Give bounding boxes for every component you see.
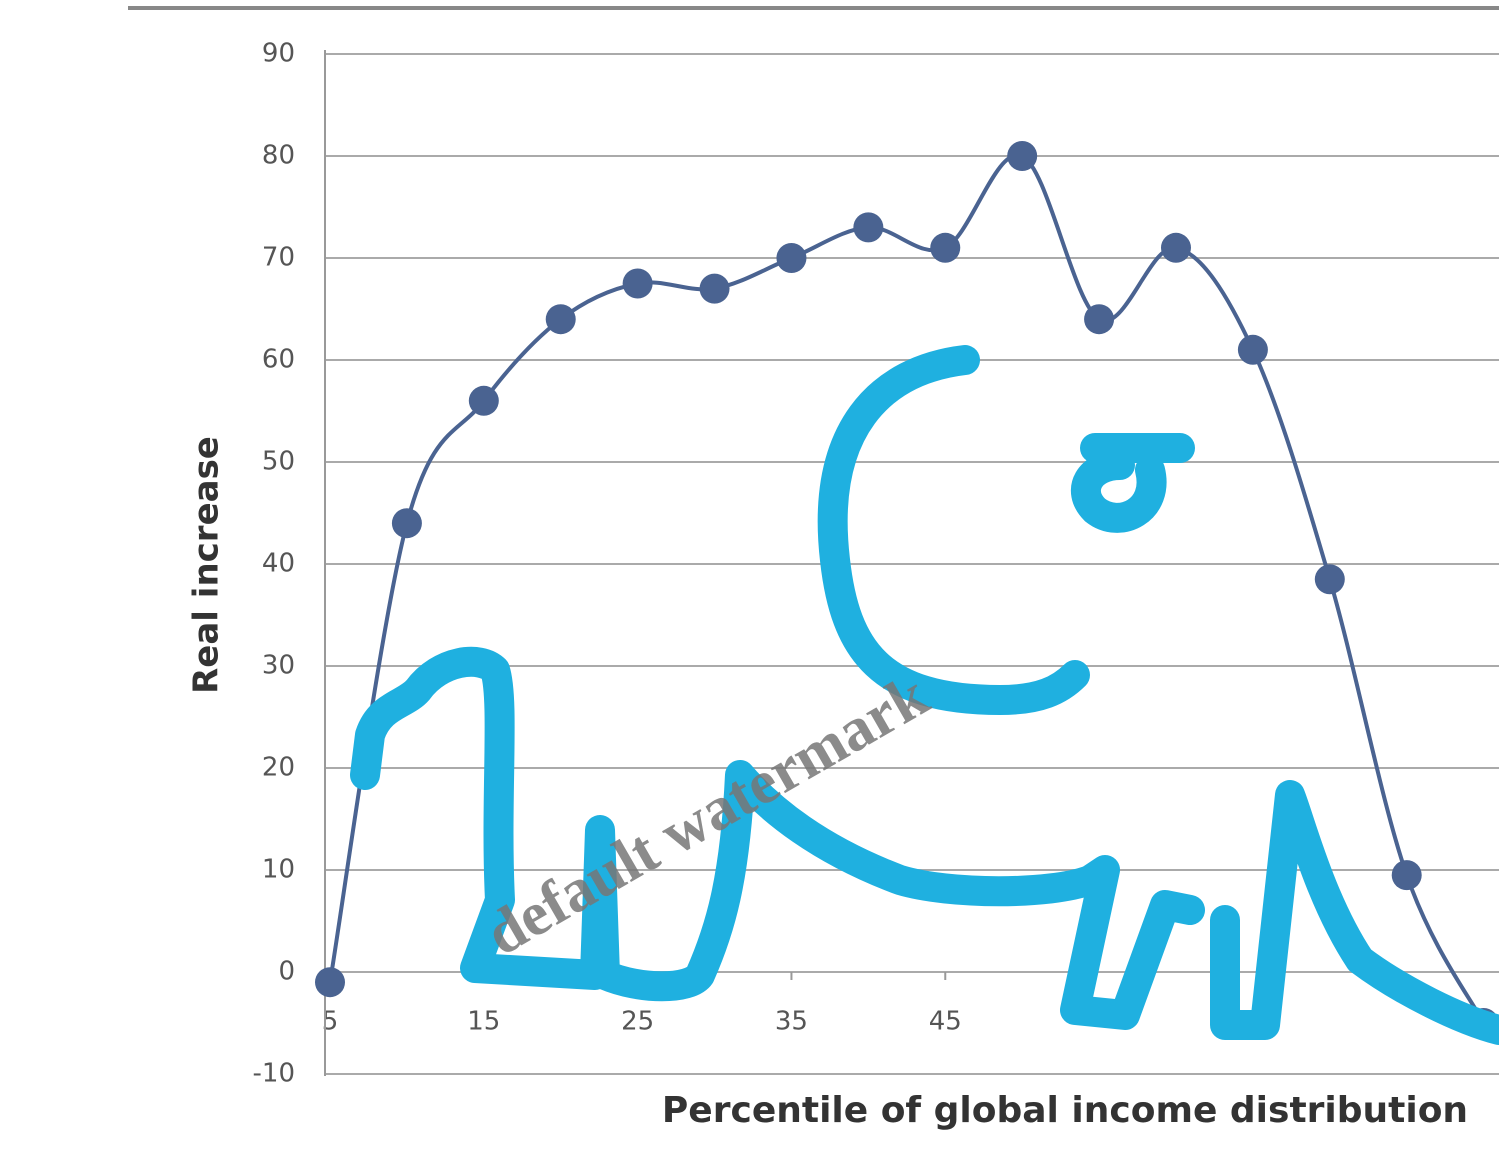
x-axis-label: Percentile of global income distribution — [662, 1090, 1468, 1131]
data-point — [391, 508, 422, 539]
y-tick-label: 40 — [262, 549, 295, 579]
y-tick-label: 80 — [262, 141, 295, 171]
y-tick-label: 70 — [262, 243, 295, 273]
x-tick-label: 45 — [929, 1007, 962, 1037]
y-tick-label: 60 — [262, 345, 295, 375]
data-point — [1237, 334, 1268, 365]
x-tick-label: 25 — [621, 1007, 654, 1037]
data-point — [1391, 860, 1422, 891]
y-tick-label: 10 — [262, 855, 295, 885]
data-point — [468, 385, 499, 416]
y-tick-label: 50 — [262, 447, 295, 477]
data-point — [1314, 564, 1345, 595]
doodle-body — [350, 646, 1205, 1030]
elephant-doodle — [350, 345, 1499, 1045]
y-tick-label: 90 — [262, 39, 295, 69]
x-tick-label: 35 — [775, 1007, 808, 1037]
data-point — [853, 212, 884, 243]
doodle-eye — [1070, 433, 1195, 533]
data-point — [622, 268, 653, 299]
data-point — [776, 243, 807, 273]
plot-area — [315, 141, 1499, 1038]
y-tick-label: 0 — [278, 957, 295, 987]
data-point — [545, 304, 576, 335]
data-point — [930, 232, 961, 263]
x-tick-label: 15 — [467, 1007, 500, 1037]
data-point — [1007, 141, 1038, 171]
data-point — [699, 273, 730, 304]
data-point — [1160, 232, 1191, 263]
y-tick-label: 20 — [262, 753, 295, 783]
y-tick-label: -10 — [253, 1059, 295, 1089]
data-point — [1084, 304, 1115, 335]
doodle-head — [817, 345, 1090, 715]
y-axis-label: Real increase — [187, 436, 227, 694]
doodle-trunk — [1210, 780, 1499, 1045]
data-point — [315, 967, 345, 998]
y-tick-label: 30 — [262, 651, 295, 681]
